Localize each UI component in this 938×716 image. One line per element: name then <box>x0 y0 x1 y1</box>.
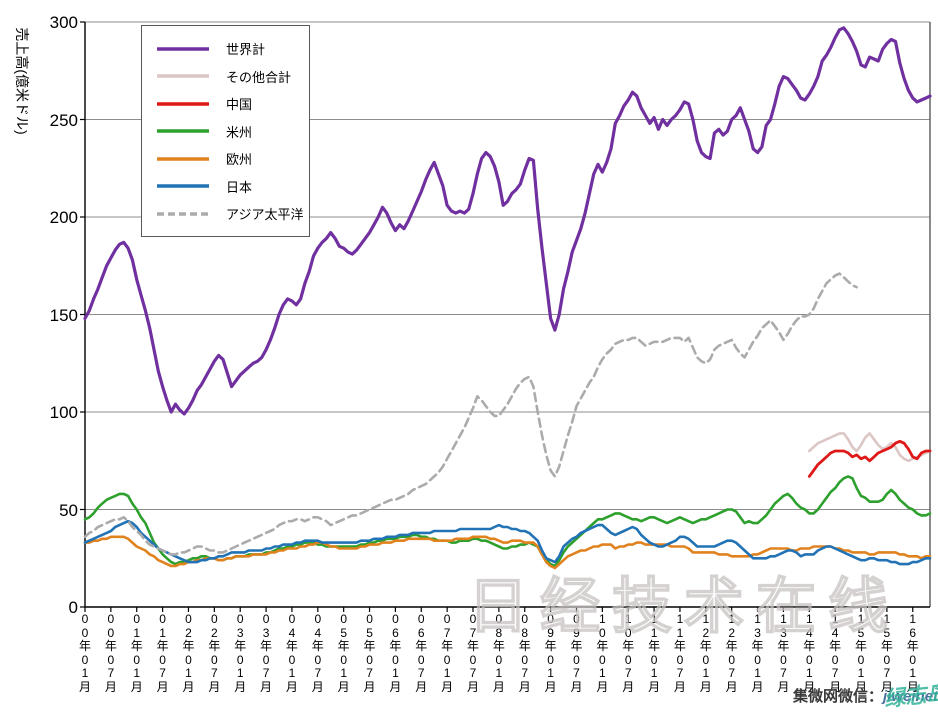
series-line-その他合計 <box>808 432 932 463</box>
legend-item-アジア太平洋: アジア太平洋 <box>142 200 309 228</box>
legend-item-世界計: 世界計 <box>142 35 309 63</box>
legend-label: 世界計 <box>226 42 266 58</box>
legend-label: 日本 <box>226 179 253 195</box>
y-axis-label-250: 250 <box>49 110 78 130</box>
series-line-中国 <box>807 439 932 478</box>
legend-item-中国: 中国 <box>142 90 309 118</box>
legend-line-sample <box>157 212 209 216</box>
series-line-欧州 <box>83 535 932 570</box>
legend-label: その他合計 <box>226 69 292 85</box>
series-line-日本 <box>83 519 932 566</box>
legend-label: 米州 <box>226 124 253 140</box>
legend-item-欧州: 欧州 <box>142 145 309 173</box>
series-line-米州 <box>83 475 932 568</box>
y-axis-label-300: 300 <box>49 13 78 32</box>
y-axis-label-0: 0 <box>68 598 78 617</box>
legend-label: 欧州 <box>226 152 253 168</box>
watermark-bottom-right: 集微网微信：jiweinet <box>793 685 938 706</box>
y-axis-label-100: 100 <box>49 403 78 422</box>
y-axis-label-150: 150 <box>49 305 78 325</box>
watermark-wechat-handle: jiweinet <box>883 688 938 705</box>
y-axis-label-50: 50 <box>59 500 78 520</box>
y-axis-label-200: 200 <box>49 208 78 227</box>
legend-box: 世界計その他合計中国米州欧州日本アジア太平洋 <box>141 25 310 237</box>
legend-item-その他合計: その他合計 <box>142 63 309 91</box>
watermark-overlay: 绿志岛 <box>883 681 938 712</box>
series-line-世界計 <box>83 26 932 416</box>
legend-line-sample <box>157 102 209 106</box>
legend-item-日本: 日本 <box>142 173 309 201</box>
legend-line-sample <box>157 157 209 161</box>
legend-label: アジア太平洋 <box>226 207 304 223</box>
legend-label: 中国 <box>226 97 253 113</box>
legend-line-sample <box>157 184 209 188</box>
legend-line-sample <box>157 74 209 78</box>
watermark-wechat-label: 集微网微信： <box>793 688 884 705</box>
legend-item-米州: 米州 <box>142 118 309 146</box>
series-line-アジア太平洋 <box>83 272 858 556</box>
legend-line-sample <box>157 47 209 51</box>
legend-line-sample <box>157 129 209 133</box>
